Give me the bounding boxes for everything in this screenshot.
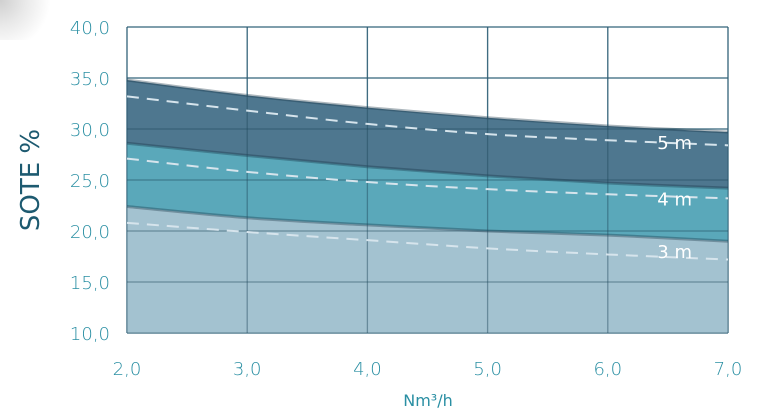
dashed-line-3-m xyxy=(126,221,729,261)
band-label: 5 m xyxy=(657,133,692,154)
corner-shade xyxy=(0,0,60,40)
dashed-lines xyxy=(126,95,729,261)
y-tick-label: 20,0 xyxy=(70,222,110,243)
band-edge xyxy=(126,78,729,134)
y-tick-label: 40,0 xyxy=(70,18,110,39)
y-tick-label: 35,0 xyxy=(70,69,110,90)
x-axis-title: Nm³/h xyxy=(403,391,453,410)
x-tick-label: 5,0 xyxy=(473,359,502,380)
band-edge xyxy=(126,205,729,243)
x-tick-label: 3,0 xyxy=(233,359,262,380)
band-label: 3 m xyxy=(657,242,692,263)
y-tick-label: 15,0 xyxy=(70,273,110,294)
labels: 5 m 4 m 3 m 40,0 35,0 30,0 25,0 20,0 15,0 10,02,0… xyxy=(70,18,742,380)
overlay-grid xyxy=(126,26,729,334)
x-tick-label: 4,0 xyxy=(353,359,382,380)
x-tick-label: 2,0 xyxy=(113,359,142,380)
bands xyxy=(126,78,729,333)
y-axis-title: SOTE % xyxy=(16,129,46,231)
band-edge xyxy=(126,141,729,190)
y-tick-label: 25,0 xyxy=(70,171,110,192)
y-tick-label: 10,0 xyxy=(70,324,110,345)
x-tick-label: 6,0 xyxy=(593,359,622,380)
band-label: 4 m xyxy=(657,190,692,211)
y-tick-label: 30,0 xyxy=(70,120,110,141)
dashed-line-4-m xyxy=(126,157,729,200)
band-3-m xyxy=(127,206,728,333)
x-tick-label: 7,0 xyxy=(714,359,743,380)
